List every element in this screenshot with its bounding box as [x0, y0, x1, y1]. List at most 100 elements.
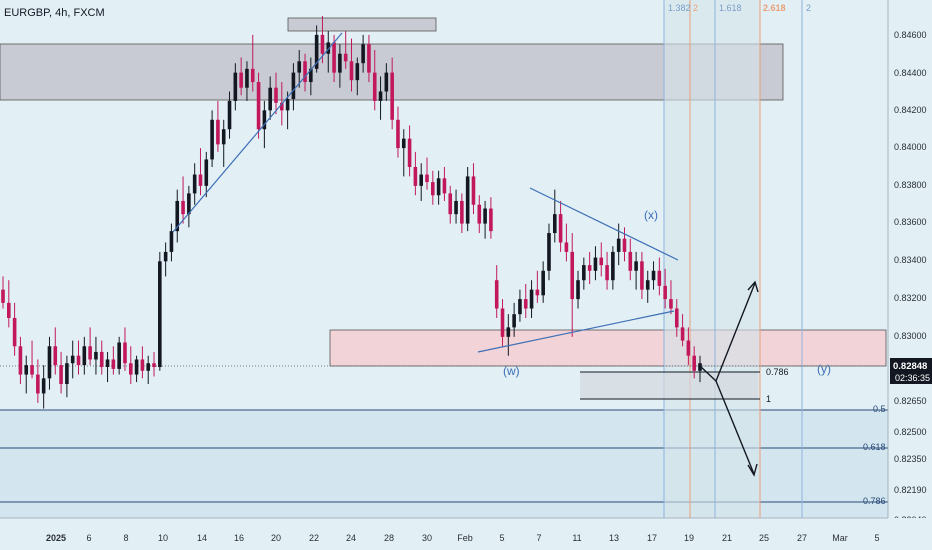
candle-body[interactable]	[163, 251, 168, 262]
candle-body[interactable]	[198, 174, 203, 186]
candle-body[interactable]	[611, 251, 615, 281]
candle-body[interactable]	[506, 327, 511, 337]
candle-body[interactable]	[547, 233, 551, 271]
candle-body[interactable]	[332, 42, 336, 73]
candle-body[interactable]	[477, 204, 482, 224]
candle-body[interactable]	[140, 359, 145, 371]
candle-body[interactable]	[587, 265, 592, 271]
candle-body[interactable]	[582, 265, 586, 281]
candle-body[interactable]	[41, 378, 46, 394]
candle-body[interactable]	[175, 200, 180, 232]
candle-body[interactable]	[355, 63, 360, 81]
candle-body[interactable]	[128, 363, 133, 375]
candle-body[interactable]	[76, 355, 81, 366]
candle-body[interactable]	[117, 342, 121, 369]
candle-body[interactable]	[651, 270, 656, 281]
candle-body[interactable]	[692, 355, 696, 371]
candle-body[interactable]	[105, 359, 110, 368]
candle-body[interactable]	[250, 68, 255, 83]
candle-body[interactable]	[413, 166, 418, 186]
top-small-zone[interactable]	[287, 17, 437, 32]
candle-body[interactable]	[233, 72, 238, 101]
candle-body[interactable]	[303, 61, 307, 83]
candle-body[interactable]	[245, 68, 249, 88]
candle-body[interactable]	[390, 72, 394, 120]
candle-body[interactable]	[30, 365, 34, 375]
candle-body[interactable]	[367, 44, 371, 73]
candle-body[interactable]	[285, 99, 290, 111]
candle-body[interactable]	[483, 208, 487, 224]
candle-body[interactable]	[419, 174, 424, 186]
candle-body[interactable]	[123, 342, 127, 364]
candle-body[interactable]	[523, 299, 528, 309]
candle-body[interactable]	[36, 374, 40, 394]
candle-body[interactable]	[53, 346, 58, 366]
candle-body[interactable]	[500, 308, 505, 337]
candle-body[interactable]	[320, 34, 325, 54]
candle-body[interactable]	[88, 346, 92, 360]
candle-body[interactable]	[239, 72, 243, 88]
candle-body[interactable]	[454, 200, 458, 215]
candle-body[interactable]	[494, 280, 499, 309]
candle-body[interactable]	[529, 289, 534, 309]
candle-body[interactable]	[158, 261, 162, 368]
candle-body[interactable]	[274, 87, 278, 103]
candle-body[interactable]	[622, 238, 627, 252]
candle-body[interactable]	[297, 61, 302, 73]
candle-body[interactable]	[279, 102, 284, 111]
candle-body[interactable]	[152, 363, 156, 368]
candle-body[interactable]	[268, 87, 272, 111]
candle-body[interactable]	[65, 363, 69, 385]
candle-body[interactable]	[645, 280, 650, 290]
candle-body[interactable]	[465, 176, 470, 224]
candle-body[interactable]	[431, 182, 435, 196]
candle-body[interactable]	[181, 200, 185, 215]
candle-body[interactable]	[82, 346, 87, 366]
candle-body[interactable]	[489, 208, 493, 232]
candle-body[interactable]	[634, 261, 638, 271]
candle-body[interactable]	[541, 270, 545, 296]
candle-body[interactable]	[698, 363, 702, 371]
candle-body[interactable]	[436, 178, 441, 196]
candle-body[interactable]	[94, 351, 98, 360]
candle-body[interactable]	[59, 365, 63, 385]
candle-body[interactable]	[657, 270, 662, 286]
candle-body[interactable]	[425, 174, 429, 183]
candle-body[interactable]	[535, 289, 540, 296]
candle-body[interactable]	[204, 159, 209, 186]
candle-body[interactable]	[512, 314, 516, 328]
demand-zone[interactable]	[329, 329, 887, 367]
candle-body[interactable]	[518, 299, 522, 315]
candle-body[interactable]	[616, 238, 621, 252]
candle-body[interactable]	[169, 231, 174, 252]
candle-body[interactable]	[378, 91, 383, 101]
candle-body[interactable]	[605, 265, 609, 281]
candle-body[interactable]	[291, 72, 296, 100]
candle-body[interactable]	[361, 44, 365, 64]
candle-body[interactable]	[134, 359, 139, 375]
candle-body[interactable]	[663, 285, 667, 300]
candle-body[interactable]	[210, 119, 214, 160]
candle-body[interactable]	[558, 214, 563, 243]
candle-body[interactable]	[18, 346, 23, 375]
candle-body[interactable]	[640, 261, 644, 290]
candle-body[interactable]	[599, 257, 604, 266]
candle-body[interactable]	[576, 280, 580, 300]
candle-body[interactable]	[146, 363, 151, 371]
candle-body[interactable]	[12, 317, 17, 347]
candle-body[interactable]	[343, 53, 348, 62]
candle-body[interactable]	[471, 176, 476, 205]
candle-body[interactable]	[111, 359, 116, 369]
candle-body[interactable]	[7, 302, 11, 318]
candle-body[interactable]	[227, 100, 232, 130]
candle-body[interactable]	[448, 193, 453, 215]
candle-body[interactable]	[187, 193, 191, 215]
candle-body[interactable]	[593, 257, 598, 271]
candle-body[interactable]	[47, 346, 52, 379]
candle-body[interactable]	[338, 53, 342, 73]
candle-body[interactable]	[564, 242, 569, 252]
candle-body[interactable]	[628, 251, 633, 271]
candle-body[interactable]	[1, 289, 5, 303]
candle-body[interactable]	[669, 299, 673, 309]
candle-body[interactable]	[680, 327, 685, 341]
